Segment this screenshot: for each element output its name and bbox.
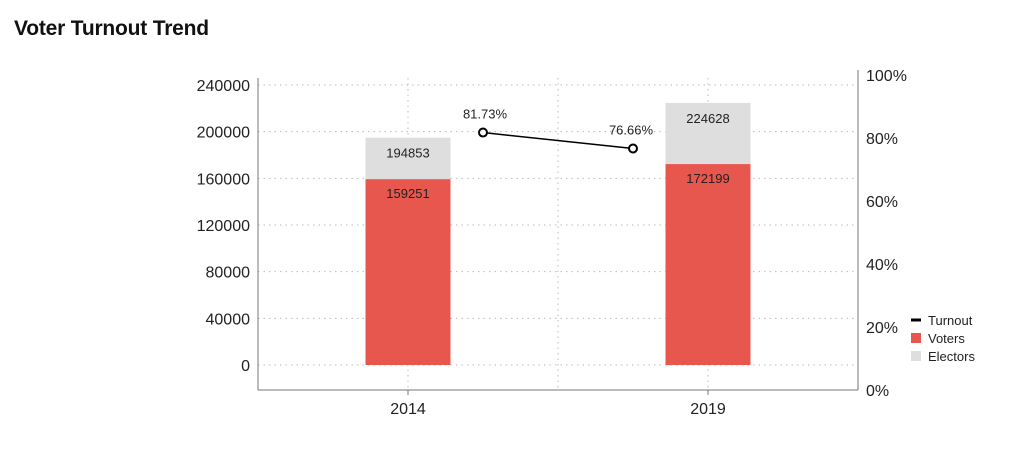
y-left-tick-label: 200000 xyxy=(197,125,250,142)
x-tick-label: 2019 xyxy=(690,401,726,418)
voters-bar xyxy=(665,164,751,365)
turnout-line xyxy=(478,127,638,154)
y-left-tick-label: 120000 xyxy=(197,218,250,235)
y-left-tick-label: 40000 xyxy=(206,311,251,328)
y-right-tick-label: 0% xyxy=(866,383,889,400)
legend-electors-swatch xyxy=(911,351,921,361)
voters-value-label: 159251 xyxy=(386,186,429,201)
turnout-point xyxy=(478,127,488,138)
y-left-tick-label: 240000 xyxy=(197,78,250,95)
legend: Turnout Voters Electors xyxy=(911,313,975,364)
y-left-tick-label: 80000 xyxy=(206,265,251,282)
grid-lines xyxy=(258,78,858,390)
y-right-tick-label: 40% xyxy=(866,257,898,274)
legend-voters-swatch xyxy=(911,333,921,343)
legend-electors-label: Electors xyxy=(928,349,975,364)
y-right-tick-label: 100% xyxy=(866,68,907,85)
chart-title: Voter Turnout Trend xyxy=(14,17,209,40)
axes: 0 40000 80000 120000 160000 200000 240000 0% 20%… xyxy=(197,68,907,418)
turnout-value-label: 81.73% xyxy=(463,107,508,122)
y-right-tick-label: 60% xyxy=(866,194,898,211)
y-left-tick-label: 0 xyxy=(241,358,250,375)
y-left-tick-label: 160000 xyxy=(197,171,250,188)
voters-value-label: 172199 xyxy=(686,171,729,186)
y-right-tick-label: 80% xyxy=(866,131,898,148)
x-tick-label: 2014 xyxy=(390,401,426,418)
voters-bar xyxy=(365,179,451,365)
legend-turnout-label: Turnout xyxy=(928,313,973,328)
turnout-value-label: 76.66% xyxy=(609,123,654,138)
bars xyxy=(365,102,751,366)
y-right-tick-label: 20% xyxy=(866,320,898,337)
turnout-series-line xyxy=(482,131,634,150)
legend-voters-label: Voters xyxy=(928,331,965,346)
turnout-point xyxy=(628,143,638,154)
data-labels: 194853 159251 224628 172199 81.73% 76.66% xyxy=(386,107,729,202)
electors-value-label: 194853 xyxy=(386,146,429,161)
electors-value-label: 224628 xyxy=(686,111,729,126)
